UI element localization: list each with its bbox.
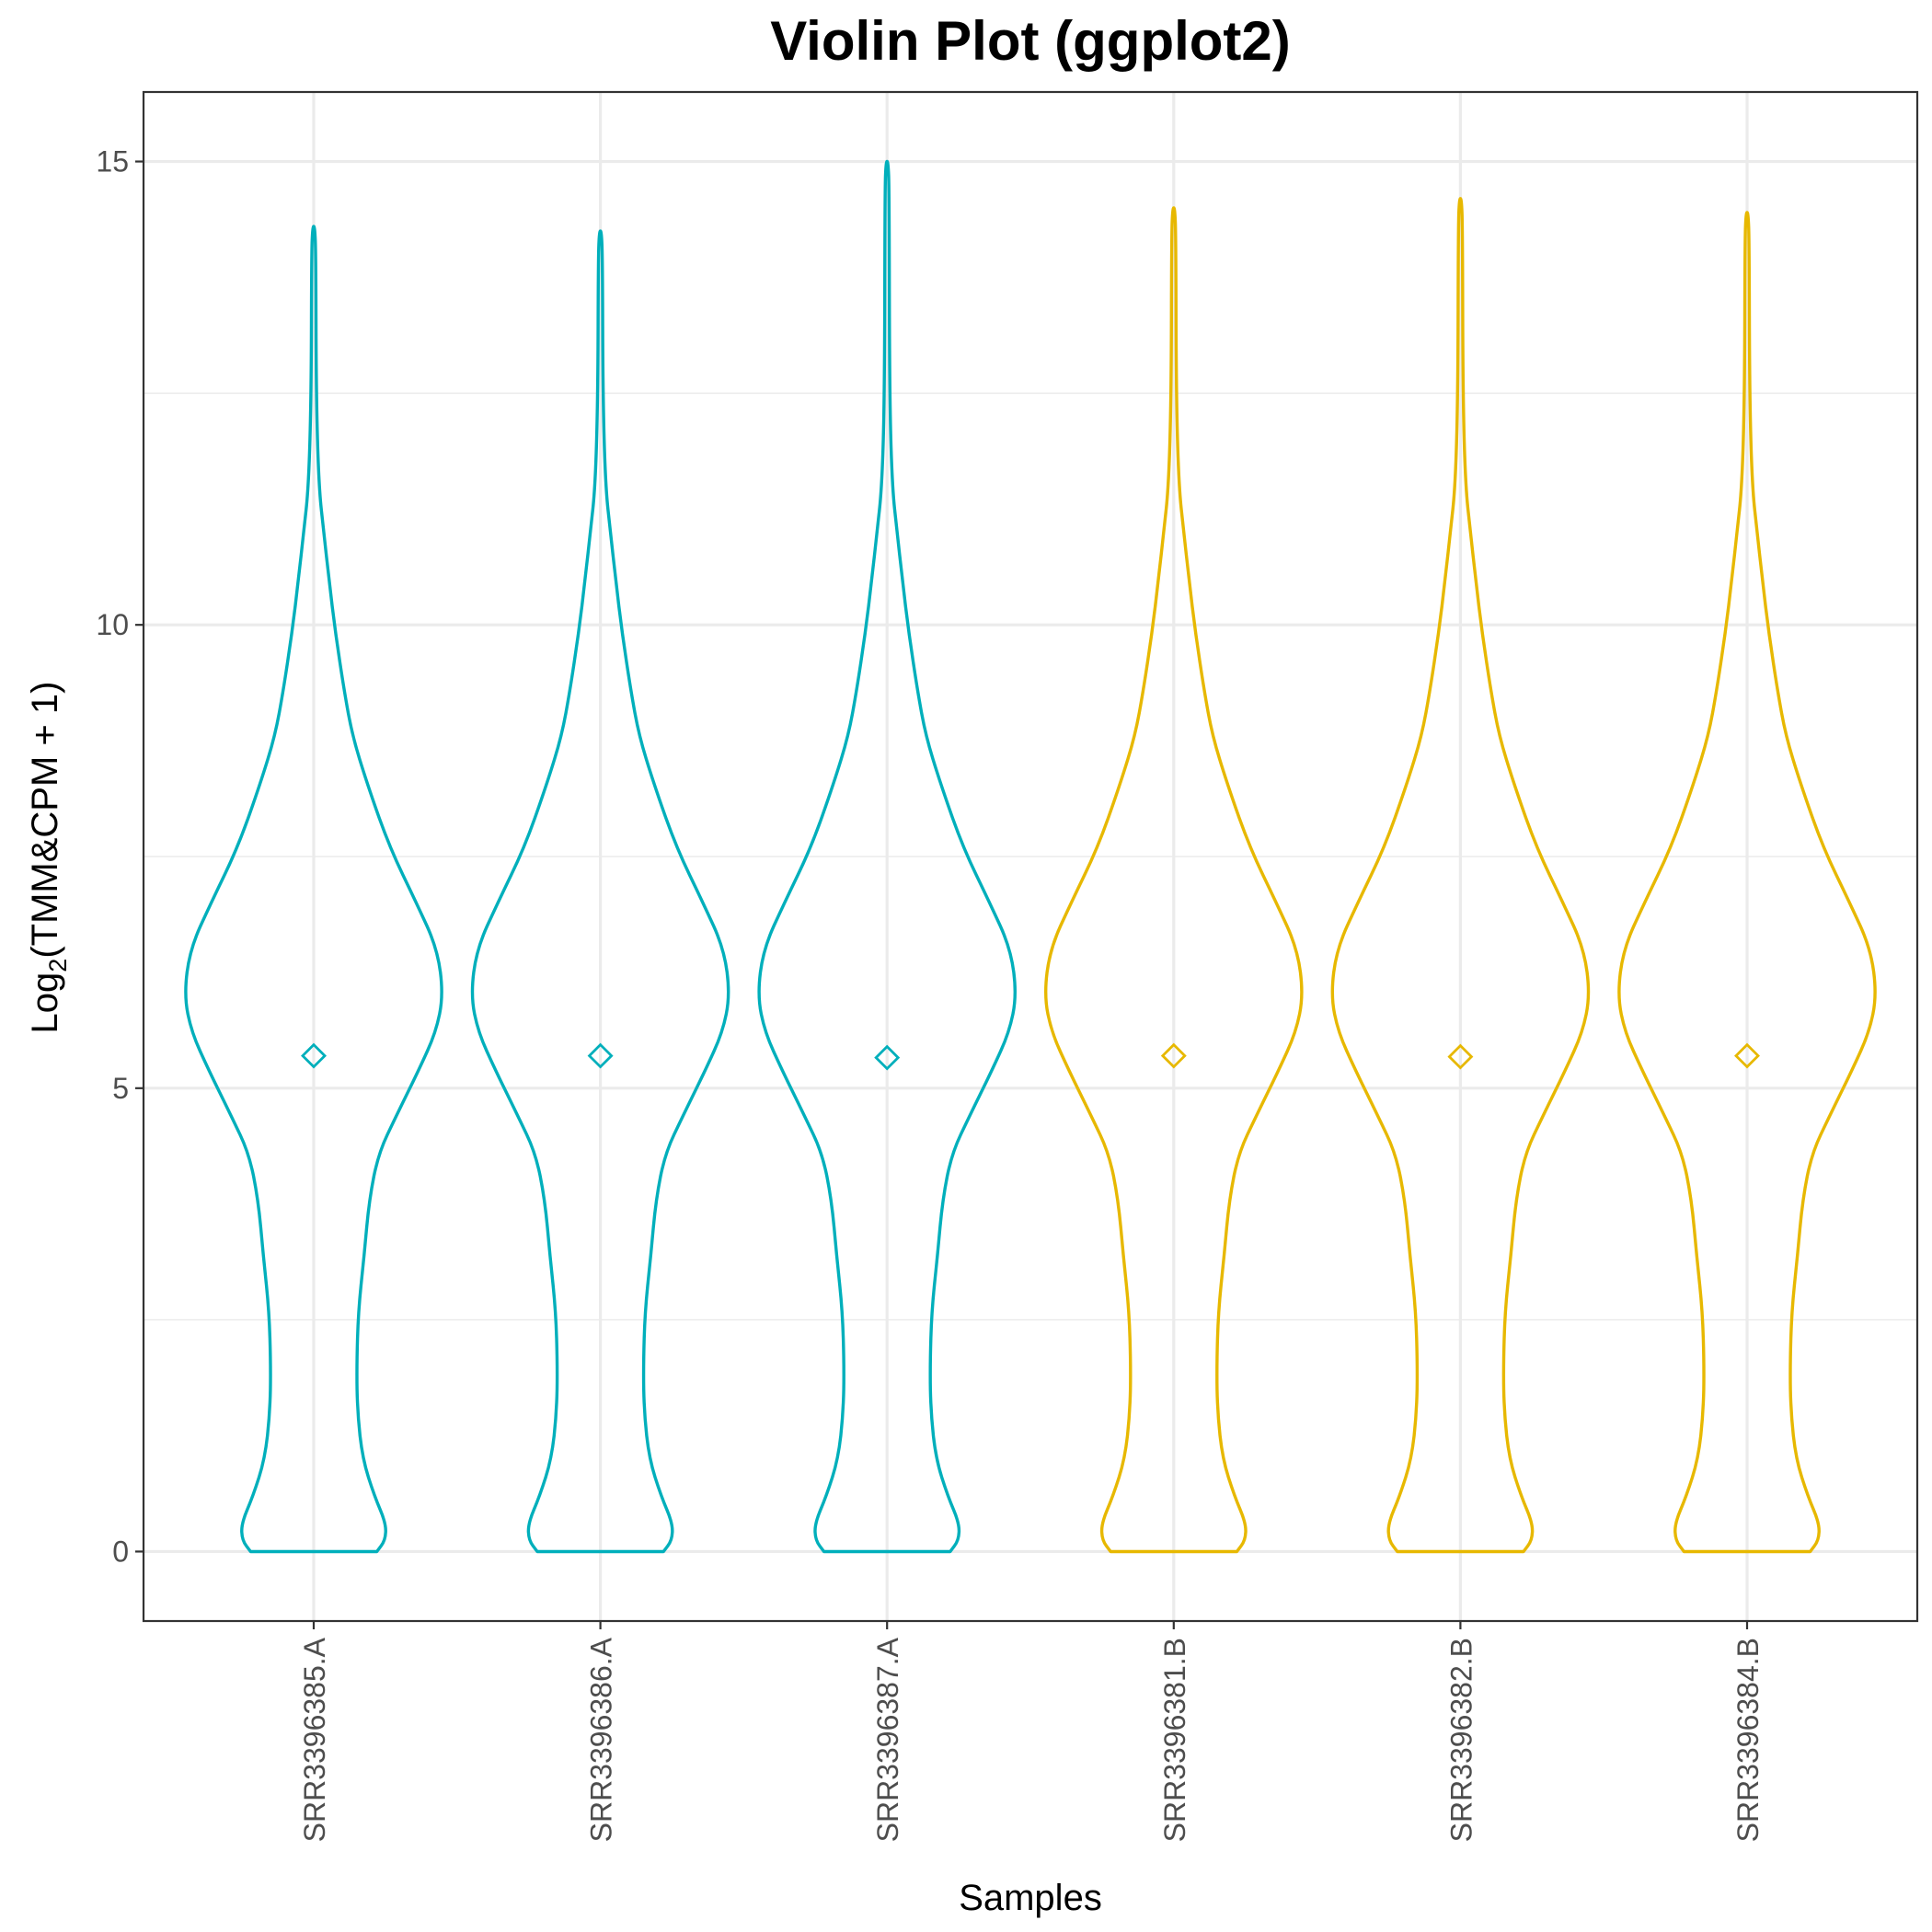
x-axis: SRR3396385.A SRR3396386.A SRR3396387.A SRR3… — [298, 1621, 1765, 1842]
y-tick-label: 0 — [112, 1535, 129, 1568]
x-tick-label: SRR3396387.A — [871, 1637, 904, 1842]
violin-SRR3396387.A — [757, 159, 1017, 1554]
x-axis-title: Samples — [959, 1878, 1102, 1918]
y-tick-label: 5 — [112, 1072, 129, 1105]
panel-border — [142, 90, 1919, 1623]
y-axis-title-subscript: 2 — [44, 959, 72, 972]
violin-SRR3396381.B — [1044, 206, 1304, 1554]
x-tick-label: SRR3396381.B — [1158, 1638, 1191, 1842]
violin-SRR3396382.B — [1330, 197, 1591, 1554]
chart-title: Violin Plot (ggplot2) — [770, 10, 1291, 72]
mean-marker-SRR3396385.A — [301, 1042, 327, 1069]
violin-SRR3396385.A — [184, 224, 443, 1554]
mean-marker-SRR3396384.B — [1734, 1042, 1760, 1069]
y-axis-title: Log2(TMM&CPM + 1) — [25, 682, 72, 1034]
x-tick-label: SRR3396384.B — [1731, 1638, 1765, 1842]
x-tick-label: SRR3396386.A — [585, 1637, 618, 1842]
mean-marker-SRR3396387.A — [874, 1044, 901, 1071]
mean-marker-SRR3396381.B — [1160, 1042, 1187, 1069]
x-tick-label: SRR3396382.B — [1444, 1638, 1478, 1842]
y-axis: 0 5 10 15 — [96, 145, 144, 1568]
violins — [184, 159, 1877, 1554]
y-tick-label: 15 — [96, 145, 129, 178]
x-tick-label: SRR3396385.A — [298, 1637, 331, 1842]
grid — [144, 92, 1917, 1621]
y-axis-title-suffix: (TMM&CPM + 1) — [25, 682, 65, 959]
mean-marker-SRR3396386.A — [587, 1042, 614, 1069]
y-axis-title-prefix: Log — [25, 972, 65, 1034]
y-tick-label: 10 — [96, 608, 129, 641]
mean-marker-SRR3396382.B — [1447, 1043, 1474, 1070]
violin-SRR3396386.A — [470, 229, 730, 1554]
violin-SRR3396384.B — [1617, 211, 1877, 1554]
